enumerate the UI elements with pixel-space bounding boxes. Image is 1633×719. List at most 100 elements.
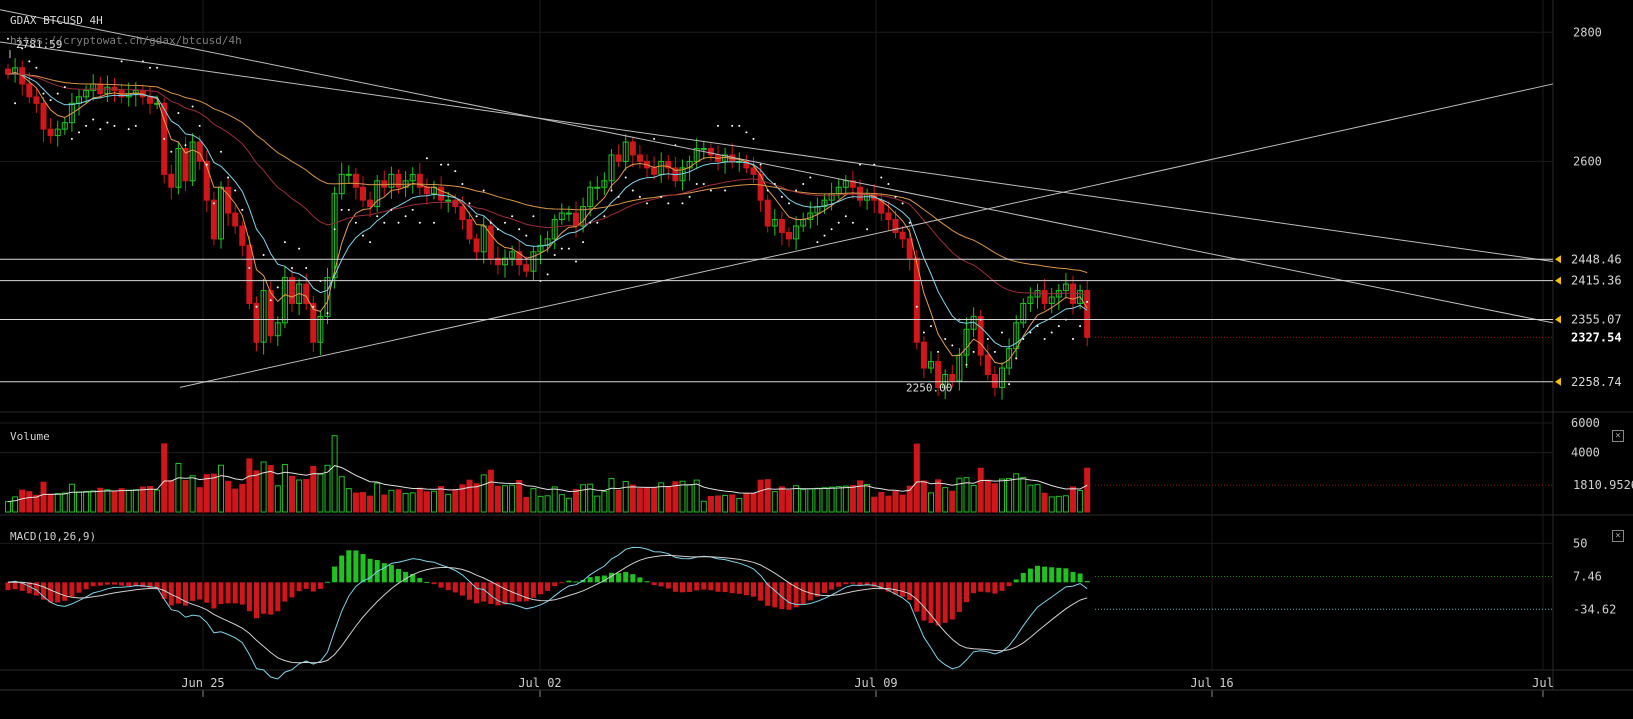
sar-dot: [220, 150, 222, 153]
sar-dot: [70, 137, 73, 140]
sar-dot: [624, 176, 627, 179]
sar-dot: [631, 189, 634, 192]
chart-url[interactable]: https://cryptowat.ch/gdax/btcusd/4h: [10, 34, 242, 47]
volume-bar: [920, 480, 927, 513]
macd-histogram-bar: [594, 576, 600, 583]
sar-dot: [390, 208, 393, 211]
macd-histogram-bar: [204, 582, 210, 603]
macd-histogram-bar: [282, 582, 288, 602]
volume-bar: [1070, 486, 1076, 513]
sar-dot: [269, 299, 272, 302]
sar-dot: [802, 183, 805, 186]
macd-histogram-bar: [765, 582, 771, 606]
sar-dot: [411, 208, 414, 211]
macd-histogram-bar: [417, 577, 423, 583]
candle-body: [310, 302, 317, 343]
level-label: 2327.54: [1571, 330, 1622, 344]
macd-histogram-bar: [587, 577, 593, 583]
level-marker-icon: [1555, 377, 1561, 386]
candle-body: [622, 141, 629, 162]
sar-dot: [383, 221, 386, 224]
sar-dot: [248, 266, 251, 269]
macd-histogram-bar: [609, 572, 614, 583]
sar-dot: [511, 215, 514, 218]
macd-histogram-bar: [907, 582, 913, 600]
sar-dot: [965, 363, 968, 366]
macd-histogram-bar: [1020, 572, 1026, 583]
macd-histogram-bar: [452, 582, 458, 593]
volume-bar: [558, 494, 565, 513]
volume-bar: [757, 479, 764, 513]
macd-histogram-bar: [332, 566, 338, 583]
macd-histogram-bar: [651, 582, 657, 586]
candle-body: [558, 212, 565, 221]
volume-bar: [431, 490, 437, 513]
volume-bar: [878, 492, 885, 513]
trend-line: [0, 9, 1554, 324]
macd-histogram-bar: [26, 582, 32, 594]
candle-body: [232, 212, 239, 227]
volume-close-icon[interactable]: ×: [1612, 430, 1624, 442]
volume-bar: [807, 488, 814, 513]
volume-bar: [622, 480, 629, 513]
volume-bar: [1013, 473, 1020, 513]
macd-histogram-bar: [403, 571, 409, 583]
sar-dot: [1072, 337, 1074, 340]
volume-bar: [90, 490, 97, 513]
sar-dot: [745, 131, 748, 134]
sar-dot: [972, 350, 975, 353]
candle-body: [40, 102, 47, 130]
candle-body: [928, 361, 934, 369]
sar-dot: [518, 228, 521, 231]
volume-bar: [892, 490, 899, 513]
x-tick-label: Jul 16: [1190, 676, 1233, 690]
macd-histogram-bar: [516, 582, 522, 602]
volume-bar: [928, 492, 934, 513]
volume-bar: [842, 485, 849, 513]
sar-dot: [291, 266, 293, 269]
macd-histogram-bar: [893, 582, 898, 595]
volume-bar: [1048, 496, 1055, 513]
volume-bar: [750, 492, 757, 513]
candle-body: [523, 264, 530, 272]
sar-dot: [575, 260, 577, 263]
volume-bar: [871, 496, 878, 513]
volume-bar: [487, 469, 494, 513]
volume-bar: [729, 494, 736, 513]
volume-bar: [857, 480, 863, 513]
macd-histogram-bar: [289, 582, 295, 598]
candle-body: [1084, 290, 1091, 338]
macd-histogram-bar: [843, 582, 849, 585]
volume-bar: [849, 485, 856, 513]
sar-dot: [333, 228, 336, 231]
macd-close-icon[interactable]: ×: [1612, 530, 1624, 542]
macd-histogram-bar: [303, 582, 309, 589]
macd-histogram-bar: [445, 582, 451, 591]
sar-dot: [205, 163, 208, 166]
macd-histogram-bar: [971, 582, 977, 594]
sar-dot: [454, 170, 457, 173]
macd-histogram-bar: [83, 582, 89, 590]
sar-dot: [553, 254, 556, 257]
sar-dot: [42, 92, 45, 95]
candle-body: [750, 167, 757, 175]
volume-bar: [381, 494, 388, 513]
macd-histogram-bar: [339, 555, 345, 583]
sar-dot: [930, 325, 932, 328]
macd-histogram-bar: [1042, 566, 1048, 583]
sar-dot: [944, 337, 947, 340]
macd-signal-line: [7, 554, 1088, 664]
candle-body: [530, 251, 537, 272]
volume-bar: [601, 490, 608, 513]
candle-body: [445, 199, 452, 202]
macd-histogram-bar: [48, 582, 54, 603]
macd-histogram-bar: [530, 582, 536, 598]
volume-bar: [402, 492, 409, 513]
sar-dot: [433, 221, 435, 224]
volume-bar: [97, 487, 104, 513]
candle-body: [345, 173, 352, 176]
volume-ma-line: [7, 465, 1088, 503]
macd-histogram-bar: [424, 581, 430, 583]
sar-dot: [1015, 357, 1018, 360]
